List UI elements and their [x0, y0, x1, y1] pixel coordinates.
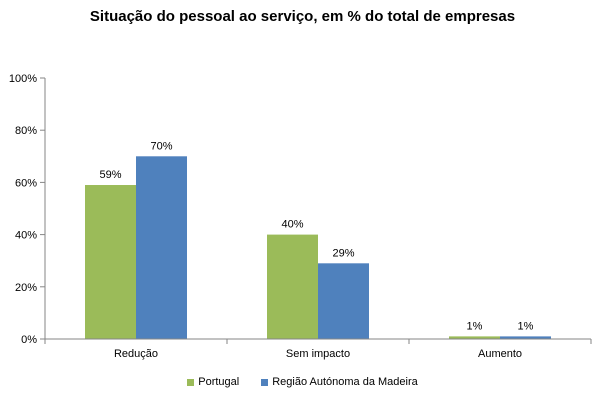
data-label: 70% [150, 140, 172, 152]
bar [500, 336, 551, 339]
x-tick-label: Aumento [478, 348, 522, 360]
bar [136, 156, 187, 339]
legend-swatch-madeira [261, 378, 269, 386]
data-label: 40% [281, 219, 303, 231]
legend-label-portugal: Portugal [198, 376, 240, 388]
y-tick-label: 20% [15, 282, 37, 294]
bar [449, 336, 500, 339]
data-label: 59% [99, 169, 121, 181]
chart-legend: Portugal Região Autónoma da Madeira [0, 373, 605, 391]
legend-swatch-portugal [187, 378, 195, 386]
x-tick-label: Sem impacto [286, 348, 350, 360]
y-tick-label: 60% [15, 177, 37, 189]
y-tick-label: 100% [9, 73, 37, 85]
y-tick-label: 0% [21, 334, 37, 346]
legend-item-madeira: Região Autónoma da Madeira [261, 376, 418, 388]
bar [318, 263, 369, 339]
x-tick-label: Redução [114, 348, 158, 360]
data-label: 29% [332, 247, 354, 259]
chart-title: Situação do pessoal ao serviço, em % do … [89, 8, 516, 25]
y-tick-label: 40% [15, 230, 37, 242]
legend-item-portugal: Portugal [187, 376, 239, 388]
data-label: 1% [467, 320, 483, 332]
data-label: 1% [518, 320, 534, 332]
bar [85, 185, 136, 339]
y-tick-label: 80% [15, 125, 37, 137]
bar [267, 234, 318, 339]
legend-label-madeira: Região Autónoma da Madeira [272, 376, 418, 388]
